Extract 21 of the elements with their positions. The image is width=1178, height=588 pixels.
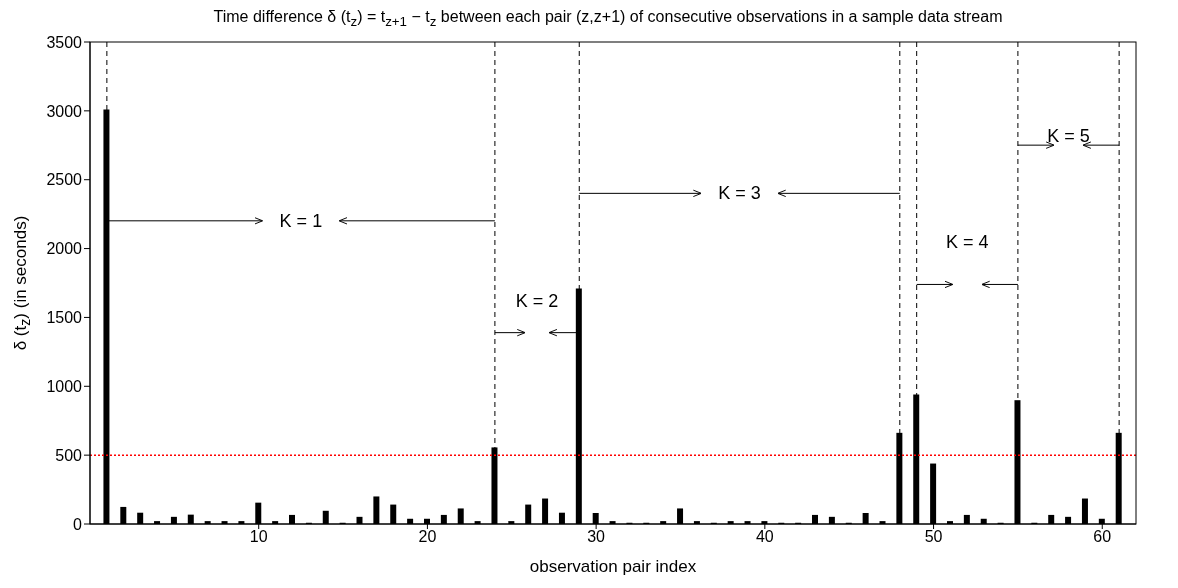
x-tick-label: 20 xyxy=(418,528,437,546)
annotation: K = 1 xyxy=(279,210,323,231)
y-tick-label: 1500 xyxy=(46,309,83,327)
y-tick-label: 2500 xyxy=(46,171,83,189)
y-tick-label: 3500 xyxy=(46,33,83,51)
annotation: K = 3 xyxy=(718,183,761,204)
x-tick-label: 10 xyxy=(249,528,268,546)
annotation: K = 4 xyxy=(946,231,989,252)
y-tick-label: 500 xyxy=(55,446,83,464)
x-tick-label: 50 xyxy=(924,528,943,546)
x-tick-label: 60 xyxy=(1093,528,1112,546)
y-tick-label: 0 xyxy=(73,515,83,533)
x-tick-label: 40 xyxy=(755,528,774,546)
annotation: K = 5 xyxy=(1047,125,1090,146)
y-tick-label: 3000 xyxy=(46,102,83,120)
x-tick-label: 30 xyxy=(587,528,606,546)
x-axis-title: observation pair index xyxy=(529,557,697,576)
chart-title: Time difference δ (t$_{z}$) = t$_{z+1}$ − t$_{z}$ between each pair (z,z+1) of consecutive observations in a sample data stream xyxy=(212,8,1004,32)
y-tick-label: 2000 xyxy=(46,240,83,258)
y-tick-label: 1000 xyxy=(46,377,83,395)
annotation: K = 2 xyxy=(515,290,559,311)
